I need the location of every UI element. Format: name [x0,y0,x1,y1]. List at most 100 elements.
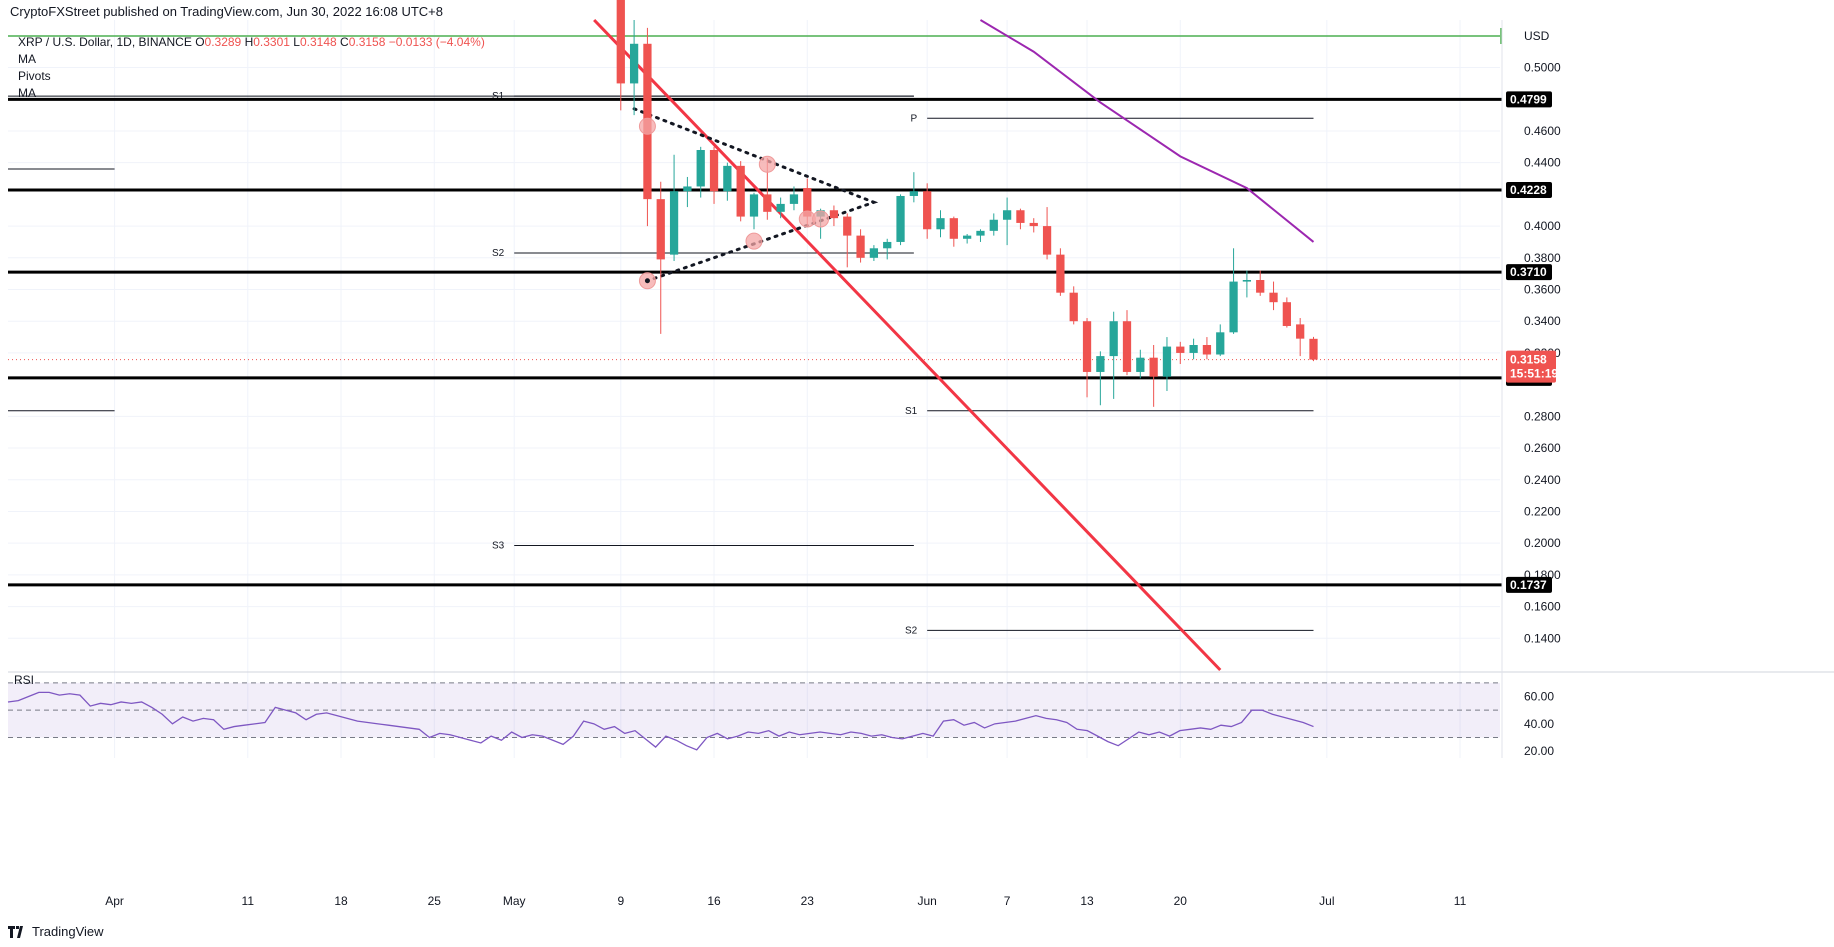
candle-body [883,241,892,249]
candle-body [616,0,625,84]
candle [1056,248,1065,296]
indicator-ma-2[interactable]: MA [18,86,36,100]
candle [616,0,625,111]
time-tick-label: 16 [707,894,721,908]
candle-body [1269,292,1278,303]
rsi-tick-label: 40.00 [1524,717,1554,731]
time-tick-label: 25 [428,894,442,908]
candle [1162,337,1172,391]
candle-body [1042,226,1052,255]
candle [976,229,985,242]
candle-body [1189,345,1198,353]
candle-body [896,195,905,242]
ohlc-open-label: O [195,35,205,49]
candle [829,205,839,227]
candle-body [949,218,958,239]
candle [869,245,879,261]
chart-grid [8,20,1500,758]
time-tick-label: 7 [1004,894,1011,908]
price-axis-labels: 0.47990.42280.37100.30430.17370.315815:5… [1506,91,1558,593]
candle [1242,270,1252,298]
rsi-pane: RSI 60.00 40.00 20.00 [7,671,1834,758]
candle [1269,281,1278,311]
candle-body [1149,357,1158,377]
candle [1149,345,1158,407]
price-tick-label: 0.2600 [1524,441,1561,455]
candle [1202,337,1212,360]
candle [923,183,932,239]
candle-body [976,230,985,236]
candle-body [909,191,918,196]
candle [909,172,918,203]
candle [896,194,905,246]
time-tick-label: 11 [1454,894,1467,908]
time-tick-label: 11 [242,894,255,908]
publisher-text: CryptoFXStreet published on TradingView.… [10,4,443,19]
candle-body [763,194,772,212]
pivot-levels: S3S1S2S3PS1S2 [8,91,1314,636]
touch-marker [745,232,763,250]
candle [776,197,785,219]
currency-label: USD [1524,29,1550,43]
rsi-tick-label: 60.00 [1524,690,1554,704]
candle [789,186,799,211]
ohlc-close-label: C [340,35,349,49]
candle [843,213,852,268]
candle-body [669,191,679,255]
candle-body [1096,356,1105,372]
candle [989,213,998,236]
candle-body [1056,254,1065,293]
candle [856,229,865,263]
candle-body [1296,324,1305,339]
touch-marker [758,155,776,173]
price-tick-label: 0.4400 [1524,156,1561,170]
moving-average-line [979,19,1315,243]
candle [1176,341,1185,365]
candle [1282,297,1291,328]
candle [683,176,692,208]
candle-body [856,235,865,258]
candle-body [1016,210,1025,223]
rsi-line [7,691,1314,751]
rsi-tick-label: 20.00 [1524,744,1554,758]
pivot-label: S2 [905,625,918,636]
time-tick-label: 13 [1080,894,1094,908]
candle-body [723,165,732,192]
pivot-label: P [911,113,918,124]
current-price-tag [1506,350,1556,383]
candle-body [963,235,972,239]
candlestick-series [616,0,1318,407]
indicator-ma-1[interactable]: MA [18,52,36,66]
level-price-text: 0.3710 [1510,265,1547,279]
candle [1256,270,1265,296]
tradingview-logo-icon [8,926,23,938]
candle [1109,311,1118,399]
candle-body [843,216,852,236]
indicator-pivots[interactable]: Pivots [18,69,51,83]
candle-body [683,186,692,192]
candle [1082,318,1092,398]
price-tick-label: 0.2000 [1524,536,1561,550]
price-tick-label: 0.2800 [1524,409,1561,423]
level-price-tag [1506,181,1552,198]
price-tick-label: 0.2400 [1524,473,1561,487]
price-tick-label: 0.3800 [1524,251,1561,265]
candle [1002,197,1012,246]
price-tick-label: 0.2200 [1524,504,1561,518]
price-tick-label: 0.4600 [1524,124,1561,138]
candle-body [696,150,705,187]
triangle-vertex [644,278,650,284]
level-price-text: 0.4799 [1510,92,1547,106]
touch-marker [812,210,830,228]
time-tick-label: 23 [801,894,815,908]
candle [1122,310,1132,376]
pivot-label: S1 [492,91,505,102]
candle-body [1282,302,1291,326]
candle-body [1229,281,1238,333]
candle-countdown-text: 15:51:19 [1510,367,1558,381]
candle [1029,218,1038,233]
candle-body [923,191,932,230]
candle [1069,286,1078,325]
candle-body [1242,280,1252,282]
